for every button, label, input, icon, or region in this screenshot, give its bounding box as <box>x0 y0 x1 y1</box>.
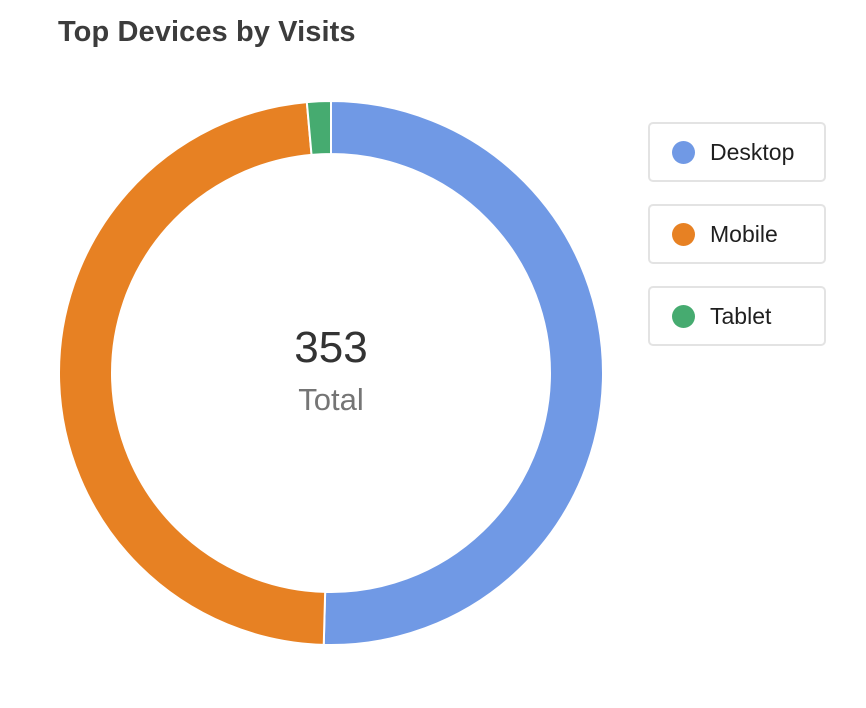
legend-swatch <box>672 140 695 164</box>
center-total-value: 353 <box>294 323 367 372</box>
legend-item-desktop[interactable]: Desktop <box>648 122 826 182</box>
legend-swatch <box>672 304 695 328</box>
legend-item-mobile[interactable]: Mobile <box>648 204 826 264</box>
donut-slice-mobile[interactable] <box>58 100 327 646</box>
center-total-label: Total <box>298 382 363 417</box>
donut-slices <box>58 99 604 646</box>
chart-legend: Desktop Mobile Tablet <box>648 122 826 346</box>
chart-title: Top Devices by Visits <box>58 16 356 48</box>
legend-label: Tablet <box>710 302 772 329</box>
legend-swatch <box>672 222 695 246</box>
legend-label: Desktop <box>710 138 795 165</box>
donut-slice-desktop[interactable] <box>322 99 604 646</box>
legend-label: Mobile <box>710 220 778 247</box>
legend-item-tablet[interactable]: Tablet <box>648 286 826 346</box>
donut-slice-tablet[interactable] <box>305 99 332 156</box>
